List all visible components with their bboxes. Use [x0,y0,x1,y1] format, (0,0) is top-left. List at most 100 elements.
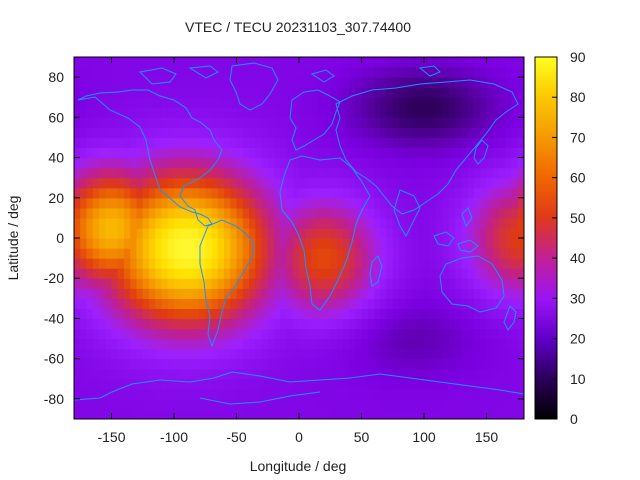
heatmap-cell [280,318,288,330]
heatmap-cell [455,398,463,410]
heatmap-cell [274,87,281,98]
heatmap-cell [280,207,288,219]
heatmap-cell [286,167,294,179]
heatmap-cell [349,137,356,149]
heatmap-cell [436,268,444,279]
heatmap-cell [130,358,138,370]
heatmap-cell [361,197,369,209]
heatmap-cell [142,408,150,419]
heatmap-cell [486,157,494,169]
heatmap-cell [86,318,94,330]
heatmap-cell [136,127,144,139]
heatmap-cell [499,57,506,68]
heatmap-cell [280,298,288,309]
heatmap-cell [136,107,144,118]
heatmap-cell [299,157,306,169]
heatmap-cell [442,127,450,139]
heatmap-cell [405,388,413,400]
heatmap-cell [242,408,250,419]
heatmap-cell [211,197,219,209]
heatmap-cell [405,67,413,78]
heatmap-cell [280,368,288,380]
heatmap-cell [230,97,238,108]
heatmap-cell [424,348,431,360]
heatmap-cell [511,117,519,128]
heatmap-cell [274,107,281,118]
heatmap-cell [511,67,519,78]
heatmap-cell [461,147,469,159]
heatmap-cell [99,67,106,78]
heatmap-cell [186,248,194,259]
heatmap-cell [486,398,494,410]
heatmap-cell [236,87,244,98]
heatmap-cell [424,227,431,239]
heatmap-cell [255,408,263,419]
heatmap-cell [511,238,519,249]
heatmap-cell [311,318,319,330]
heatmap-cell [136,137,144,149]
heatmap-cell [180,57,188,68]
heatmap-cell [217,137,225,149]
heatmap-cell [380,147,388,159]
heatmap-cell [292,127,300,139]
heatmap-cell [136,207,144,219]
heatmap-cell [342,318,350,330]
heatmap-cell [467,358,475,370]
heatmap-cell [330,358,338,370]
heatmap-cell [130,308,138,320]
heatmap-cell [474,388,481,400]
heatmap-cell [242,288,250,299]
heatmap-cell [317,298,325,309]
heatmap-cell [261,107,269,118]
heatmap-cell [255,117,263,128]
heatmap-cell [149,388,156,400]
heatmap-cell [224,258,231,269]
heatmap-cell [111,217,119,229]
heatmap-cell [474,288,481,299]
heatmap-cell [392,378,400,390]
heatmap-cell [480,258,488,269]
heatmap-cell [511,288,519,299]
heatmap-cell [74,207,81,219]
heatmap-cell [99,408,106,419]
heatmap-cell [436,328,444,340]
heatmap-cell [249,167,256,179]
heatmap-cell [130,408,138,419]
heatmap-cell [417,258,425,269]
heatmap-cell [274,348,281,360]
heatmap-cell [249,368,256,380]
heatmap-cell [292,197,300,209]
heatmap-cell [74,227,81,239]
heatmap-cell [399,167,406,179]
heatmap-cell [305,197,313,209]
heatmap-cell [230,288,238,299]
heatmap-cell [192,358,200,370]
heatmap-cell [274,388,281,400]
heatmap-cell [74,167,81,179]
heatmap-cell [149,338,156,350]
heatmap-cell [480,57,488,68]
heatmap-cell [499,147,506,159]
heatmap-cell [186,57,194,68]
heatmap-cell [449,288,456,299]
heatmap-cell [299,328,306,340]
heatmap-cell [517,117,524,128]
heatmap-cell [99,358,106,370]
heatmap-cell [486,268,494,279]
heatmap-cell [249,137,256,149]
x-tick-label: -100 [160,429,188,445]
heatmap-cell [267,127,275,139]
heatmap-cell [161,338,169,350]
heatmap-cell [236,127,244,139]
heatmap-cell [436,57,444,68]
heatmap-cell [499,117,506,128]
heatmap-cell [486,388,494,400]
heatmap-cell [105,288,113,299]
heatmap-cell [367,147,375,159]
heatmap-cell [311,408,319,419]
heatmap-cell [374,137,381,149]
heatmap-cell [305,358,313,370]
heatmap-cell [461,268,469,279]
heatmap-cell [417,328,425,340]
